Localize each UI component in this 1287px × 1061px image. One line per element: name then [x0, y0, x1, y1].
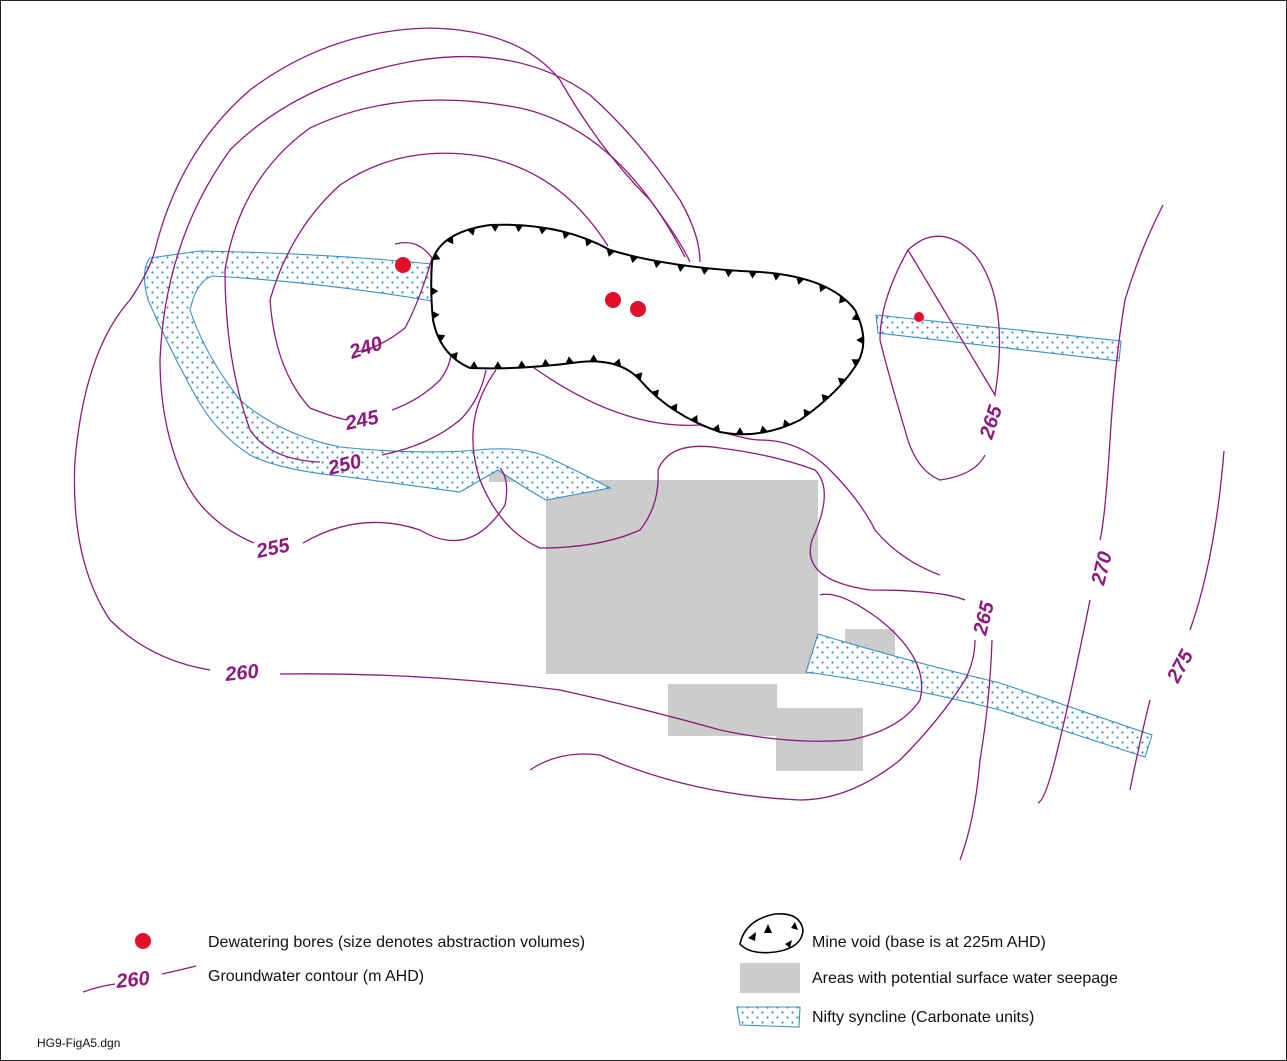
mine-void-tick: [538, 226, 547, 235]
mine-void-tick: [606, 249, 615, 257]
syncline-south-band: [805, 633, 1153, 758]
mine-void-tick: [676, 264, 686, 272]
contour-line-240: [355, 241, 433, 353]
mine-void-tick: [469, 361, 479, 369]
contour-label-245: 245: [342, 406, 381, 435]
mine-void-tick: [748, 271, 757, 279]
mine-void-tick: [449, 352, 458, 361]
dewatering-bores: [395, 257, 924, 322]
legend-seepage-symbol: [740, 963, 800, 993]
mine-void-tick: [819, 284, 827, 293]
legend: Dewatering bores (size denotes abstracti…: [82, 913, 1118, 1028]
mine-void-tick: [585, 238, 593, 247]
bore-east: [914, 312, 924, 322]
mine-void-tick: [490, 224, 500, 232]
contour-label-270: 270: [1087, 550, 1117, 589]
seepage-area-main: [546, 480, 818, 674]
contour-label-265-south: 265: [969, 599, 999, 639]
bore-central-a: [605, 292, 621, 308]
legend-syncline-text: Nifty syncline (Carbonate units): [812, 1009, 1034, 1026]
legend-void-text: Mine void (base is at 225m AHD): [812, 934, 1046, 951]
mine-void-tick: [839, 295, 847, 304]
contour-label-260: 260: [223, 661, 259, 686]
mine-void-tick: [445, 236, 454, 245]
contour-line-255: [302, 369, 976, 801]
mine-void-tick: [669, 403, 678, 412]
mine-void-tick: [837, 377, 846, 386]
mine-void-tick: [821, 394, 830, 403]
contour-label-265-north: 265: [976, 402, 1008, 442]
contour-line-275: [1129, 450, 1225, 791]
mine-void-tick: [562, 231, 571, 240]
mine-void-tick: [759, 425, 768, 434]
mine-void-tick: [856, 335, 864, 345]
mine-void-tick: [690, 415, 698, 424]
contour-line-265-north: [879, 235, 1001, 481]
legend-bores-text: Dewatering bores (size denotes abstracti…: [208, 934, 585, 951]
syncline-east-band: [875, 314, 1122, 362]
legend-seepage-text: Areas with potential surface water seepa…: [812, 970, 1118, 987]
contour-line-250: [224, 99, 686, 463]
mine-void-tick: [541, 358, 551, 367]
contour-label-240: 240: [346, 333, 385, 365]
mine-void-tick: [589, 354, 598, 362]
syncline-west-band: [143, 250, 612, 501]
mine-void-tick: [653, 260, 662, 269]
legend-bore-symbol: [135, 933, 151, 949]
bore-west: [395, 257, 411, 273]
file-id: HG9-FigA5.dgn: [37, 1036, 120, 1050]
mine-void-tick: [724, 269, 734, 278]
legend-contour-sample: 260: [114, 968, 150, 993]
mine-void-tick: [613, 358, 622, 367]
mine-void-tick: [803, 408, 812, 417]
mine-void-tick: [437, 334, 446, 343]
mine-void-tick: [712, 424, 721, 433]
mine-void-tick: [772, 273, 781, 281]
mine-void-tick: [629, 255, 639, 264]
mine-void-ticks: [431, 224, 864, 435]
contour-label-275: 275: [1163, 646, 1199, 687]
mine-void-tick: [851, 312, 860, 321]
mine-void-tick: [432, 252, 441, 261]
seepage-area-south-a: [668, 684, 777, 736]
contour-line-270: [1037, 204, 1164, 804]
mine-void-tick: [796, 277, 805, 285]
mine-void-tick: [431, 287, 439, 296]
legend-contour-text: Groundwater contour (m AHD): [208, 968, 424, 985]
bore-central-b: [630, 301, 646, 317]
legend-void-symbol: [739, 913, 804, 954]
mine-void-tick: [700, 267, 710, 275]
mine-void-tick: [634, 372, 643, 381]
mine-void-tick: [782, 419, 791, 428]
mine-void-outline: [430, 223, 865, 436]
mine-void-tick: [467, 227, 476, 236]
mine-void-tick: [651, 389, 660, 398]
mine-void-tick: [432, 311, 440, 320]
mine-void: [430, 223, 865, 436]
contour-line-260: [73, 27, 923, 742]
mine-void-tick: [493, 361, 503, 369]
legend-contour-symbol: [82, 965, 197, 993]
seepage-areas: [489, 451, 895, 771]
contour-line-255-west: [159, 55, 701, 544]
legend-syncline-symbol: [736, 1006, 801, 1028]
mine-void-tick: [565, 356, 574, 364]
contour-label-255: 255: [253, 534, 292, 563]
mine-void-tick: [735, 427, 744, 435]
contour-line-265-south: [529, 364, 993, 861]
nifty-syncline: [143, 250, 1153, 758]
mine-void-tick: [517, 360, 527, 368]
mine-void-tick: [851, 359, 860, 367]
mine-void-tick: [514, 224, 524, 233]
